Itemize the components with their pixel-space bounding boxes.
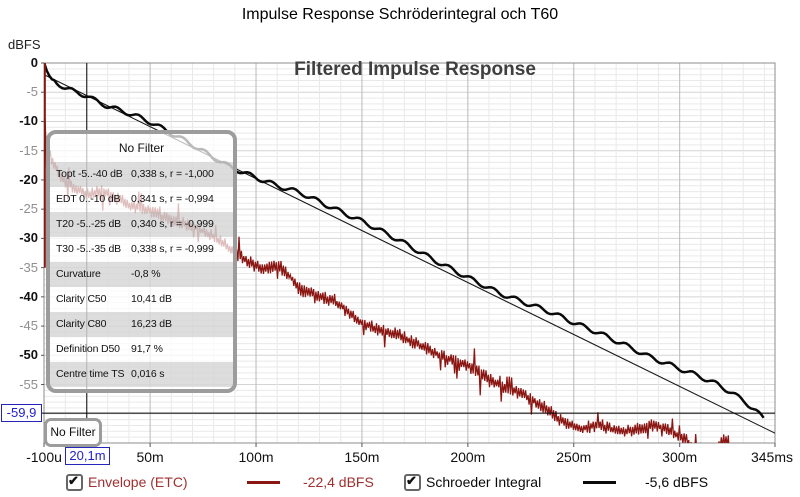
schroeder-integral-curve	[44, 63, 765, 419]
cursor-level-readout: -59,9	[1, 404, 42, 422]
y-tick-label: -45	[19, 318, 38, 334]
info-row-label: Definition D50	[56, 343, 120, 355]
info-row: Centre time TS 0,016 s	[50, 362, 233, 387]
y-tick-label: -35	[19, 259, 38, 275]
info-row: Definition D50 91,7 %	[50, 337, 233, 362]
info-row-value: 0,340 s, r = -0,999	[131, 218, 214, 230]
no-filter-button[interactable]: No Filter	[44, 418, 102, 447]
x-tick-label: 100m	[238, 449, 274, 465]
y-tick-label: -15	[19, 142, 38, 158]
info-row-label: Clarity C80	[56, 318, 107, 330]
info-row-value: 16,23 dB	[131, 318, 172, 330]
info-row-label: Topt -5..-40 dB	[56, 168, 123, 180]
y-tick-label: -25	[19, 201, 38, 217]
info-row-value: 0,338 s, r = -0,999	[131, 243, 214, 255]
info-row-value: -0,8 %	[131, 268, 161, 280]
info-row-value: 91,7 %	[131, 343, 163, 355]
info-row-label: Clarity C50	[56, 293, 107, 305]
x-tick-label: 250m	[556, 449, 592, 465]
envelope-line-sample	[247, 481, 280, 484]
grid	[41, 62, 776, 447]
schroeder-legend-label: Schroeder Integral	[426, 474, 542, 490]
check-icon: ✔	[68, 473, 79, 488]
info-row-value: 0,338 s, r = -1,000	[131, 168, 214, 180]
info-row-value: 0,016 s	[131, 368, 165, 380]
check-icon: ✔	[406, 473, 417, 488]
info-row: Topt -5..-40 dB 0,338 s, r = -1,000	[50, 162, 233, 187]
info-row-label: Curvature	[56, 268, 101, 280]
info-panel-header: No Filter	[118, 141, 165, 155]
x-tick-label: 300m	[662, 449, 698, 465]
cursor-time-readout: 20,1m	[65, 447, 110, 465]
measurement-info-panel: No Filter Topt -5..-40 dB 0,338 s, r = -1…	[46, 130, 237, 393]
x-tick-label: -100u	[26, 449, 62, 465]
envelope-legend-label: Envelope (ETC)	[88, 474, 188, 490]
x-tick-label: 345ms	[750, 449, 794, 465]
schroeder-line-sample	[583, 481, 616, 484]
info-row-label: T30 -5..-35 dB	[56, 243, 122, 255]
y-tick-label: -50	[19, 347, 38, 363]
y-tick-label: -30	[19, 230, 38, 246]
y-tick-label: -55	[19, 376, 38, 392]
y-axis-unit-label: dBFS	[8, 37, 41, 52]
envelope-checkbox[interactable]: ✔	[66, 473, 83, 491]
info-row-label: T20 -5..-25 dB	[56, 218, 122, 230]
info-row-value: 10,41 dB	[131, 293, 172, 305]
y-tick-label: -20	[19, 171, 38, 187]
y-tick-label: -5	[26, 84, 38, 100]
y-tick-label: 0	[30, 55, 38, 70]
y-tick-label: -40	[19, 288, 38, 304]
envelope-cursor-value: -22,4 dBFS	[303, 474, 374, 490]
y-tick-label: -10	[19, 113, 38, 129]
x-tick-label: 50m	[136, 449, 164, 465]
info-row-value: 0,341 s, r = -0,994	[131, 193, 214, 205]
info-row: T20 -5..-25 dB 0,340 s, r = -0,999	[50, 212, 233, 237]
schroeder-cursor-value: -5,6 dBFS	[645, 474, 709, 490]
info-row-label: Centre time TS	[56, 368, 125, 380]
window-title: Impulse Response Schröderintegral och T6…	[241, 6, 559, 23]
schroeder-checkbox[interactable]: ✔	[404, 473, 421, 491]
info-row: T30 -5..-35 dB 0,338 s, r = -0,999	[50, 237, 233, 262]
x-tick-label: 150m	[344, 449, 380, 465]
info-row: Clarity C80 16,23 dB	[50, 312, 233, 337]
info-row: Curvature -0,8 %	[50, 262, 233, 287]
info-row-label: EDT 0..-10 dB	[56, 193, 121, 205]
x-tick-label: 200m	[450, 449, 486, 465]
info-row: Clarity C50 10,41 dB	[50, 287, 233, 312]
info-row: EDT 0..-10 dB 0,341 s, r = -0,994	[50, 187, 233, 212]
